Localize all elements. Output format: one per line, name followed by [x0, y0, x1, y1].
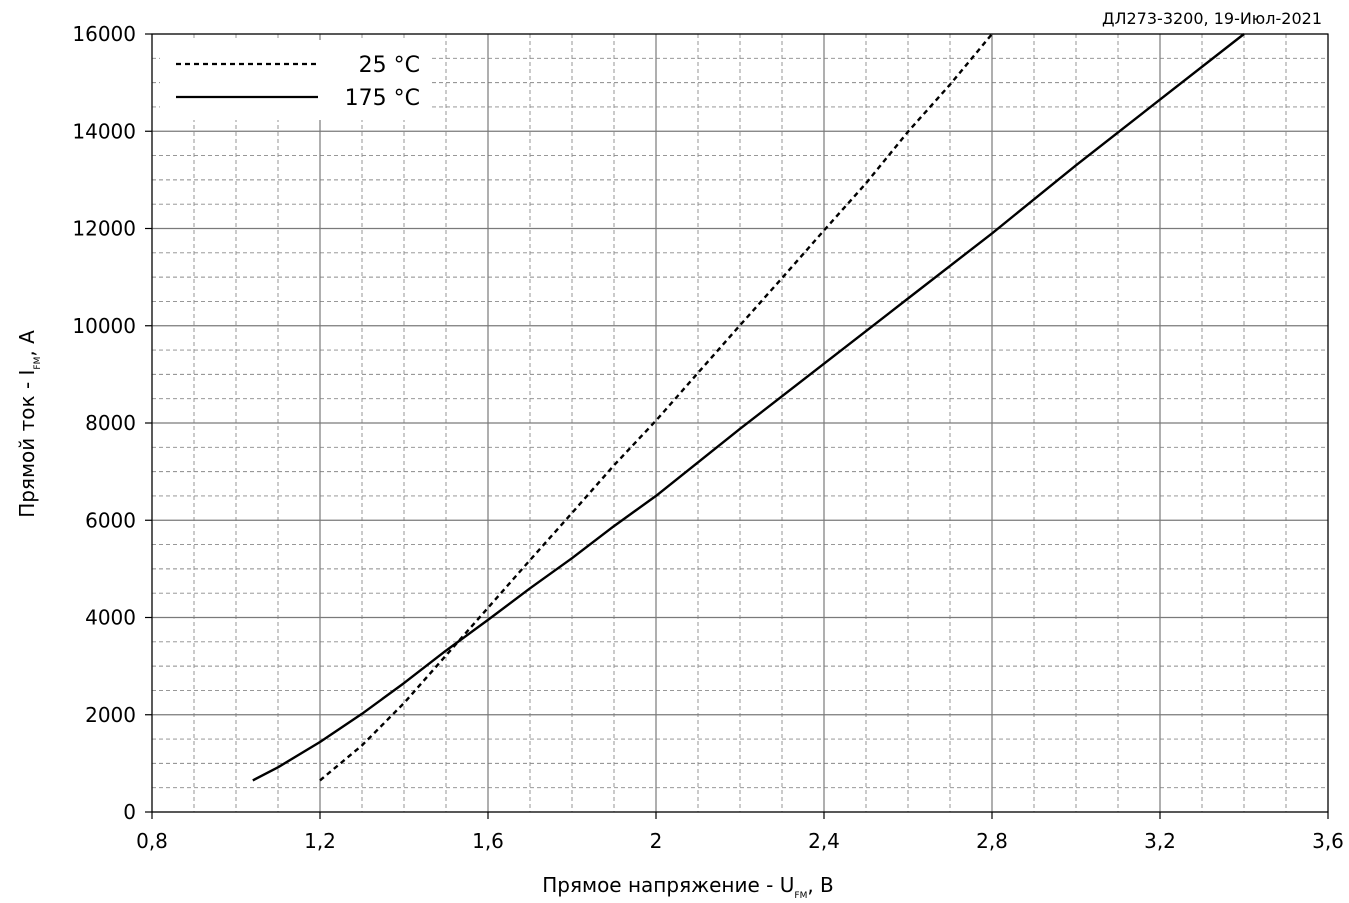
y-axis-label-sub: FM — [33, 357, 43, 370]
y-tick-label: 14000 — [72, 119, 136, 143]
x-tick-label: 2 — [650, 829, 663, 853]
x-tick-label: 2,4 — [808, 829, 840, 853]
y-axis-label-unit: , А — [15, 330, 39, 357]
y-axis-label: Прямой ток - IFM, А — [15, 330, 43, 518]
legend-label-175c: 175 °C — [345, 86, 420, 111]
series-line-25c — [319, 33, 993, 782]
y-tick-label: 12000 — [72, 217, 136, 241]
x-tick-label: 1,6 — [472, 829, 504, 853]
y-tick-label: 6000 — [85, 508, 136, 532]
legend-background — [160, 40, 430, 120]
series-line-175c — [252, 33, 1245, 782]
y-tick-label: 16000 — [72, 22, 136, 46]
x-tick-label: 2,8 — [976, 829, 1008, 853]
legend: 25 °C 175 °C — [160, 40, 430, 120]
y-tick-label: 8000 — [85, 411, 136, 435]
chart-annotation: ДЛ273-3200, 19-Июл-2021 — [1102, 9, 1322, 28]
legend-label-25c: 25 °C — [359, 53, 420, 78]
axis-ticks: 0,8 1,2 1,6 2 2,4 2,8 3,2 3,6 0 2000 4000 6000 8000 1… — [72, 22, 1344, 853]
y-tick-label: 4000 — [85, 606, 136, 630]
series-lines — [252, 33, 1245, 782]
x-axis-label: Прямое напряжение - UFM, В — [542, 873, 834, 901]
y-tick-label: 2000 — [85, 703, 136, 727]
x-axis-label-main: Прямое напряжение - U — [542, 873, 794, 897]
y-axis-label-main: Прямой ток - I — [15, 370, 39, 518]
x-axis-label-sub: FM — [794, 891, 807, 901]
y-tick-label: 10000 — [72, 314, 136, 338]
x-tick-label: 0,8 — [136, 829, 168, 853]
y-tick-label: 0 — [123, 800, 136, 824]
x-tick-label: 3,2 — [1144, 829, 1176, 853]
x-tick-label: 3,6 — [1312, 829, 1344, 853]
x-tick-label: 1,2 — [304, 829, 336, 853]
x-axis-label-unit: , В — [807, 873, 833, 897]
